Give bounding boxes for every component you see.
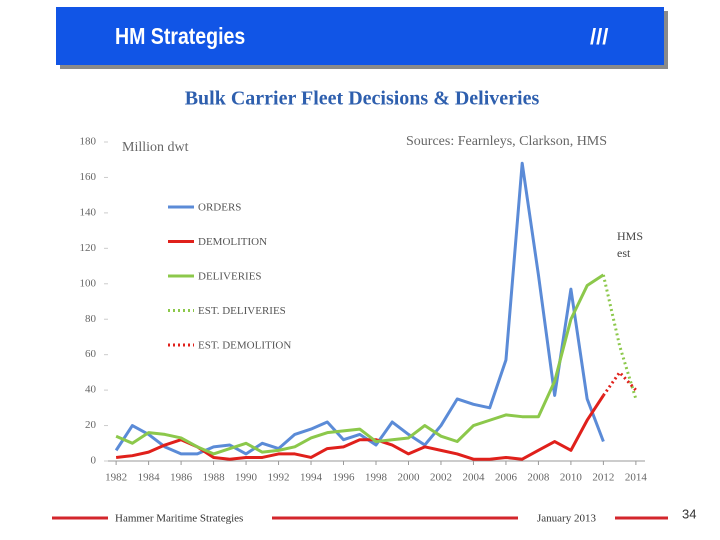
x-tick-label: 2000 bbox=[397, 472, 420, 484]
y-tick-label: 180 bbox=[80, 136, 97, 148]
x-tick-label: 2006 bbox=[495, 472, 518, 484]
x-tick-label: 1994 bbox=[300, 472, 323, 484]
annotation: est bbox=[617, 246, 631, 260]
legend-label: DEMOLITION bbox=[198, 236, 267, 248]
x-tick-label: 1992 bbox=[268, 472, 290, 484]
legend-label: EST. DEMOLITION bbox=[198, 340, 291, 352]
y-tick-label: 20 bbox=[85, 419, 97, 431]
x-tick-label: 2010 bbox=[560, 472, 583, 484]
header-title: HM Strategies bbox=[115, 24, 245, 50]
series-line bbox=[115, 394, 605, 461]
y-tick-label: 40 bbox=[85, 384, 97, 396]
y-axis-label: Million dwt bbox=[122, 140, 189, 155]
y-tick-label: 60 bbox=[85, 348, 97, 360]
header-mark: /// bbox=[590, 24, 608, 49]
y-tick-label: 0 bbox=[91, 455, 97, 467]
y-tick-label: 100 bbox=[80, 277, 97, 289]
x-tick-label: 1982 bbox=[105, 472, 127, 484]
header-bar bbox=[56, 7, 664, 65]
legend-label: EST. DELIVERIES bbox=[198, 305, 286, 317]
legend-label: ORDERS bbox=[198, 202, 241, 214]
y-tick-label: 160 bbox=[80, 171, 97, 183]
source: Sources: Fearnleys, Clarkson, HMS bbox=[406, 134, 607, 149]
chart-title: Bulk Carrier Fleet Decisions & Deliverie… bbox=[185, 88, 540, 110]
x-tick-label: 2012 bbox=[592, 472, 614, 484]
series-line bbox=[602, 370, 637, 397]
x-tick-label: 2002 bbox=[430, 472, 452, 484]
x-tick-label: 2004 bbox=[462, 472, 485, 484]
y-tick-label: 140 bbox=[80, 206, 97, 218]
series-line bbox=[601, 274, 638, 400]
x-tick-label: 1986 bbox=[170, 472, 193, 484]
x-tick-label: 1988 bbox=[203, 472, 226, 484]
legend-label: DELIVERIES bbox=[198, 271, 262, 283]
x-tick-label: 2008 bbox=[527, 472, 550, 484]
y-tick-label: 120 bbox=[80, 242, 97, 254]
series-line bbox=[115, 273, 605, 456]
footer-company: Hammer Maritime Strategies bbox=[115, 513, 243, 525]
annotation: HMS bbox=[617, 229, 643, 243]
series-line bbox=[114, 161, 605, 456]
x-tick-label: 1996 bbox=[333, 472, 356, 484]
x-tick-label: 1990 bbox=[235, 472, 258, 484]
x-tick-label: 1984 bbox=[138, 472, 161, 484]
footer-date: January 2013 bbox=[537, 513, 596, 525]
x-tick-label: 2014 bbox=[625, 472, 648, 484]
y-tick-label: 80 bbox=[85, 313, 97, 325]
x-tick-label: 1998 bbox=[365, 472, 388, 484]
page-number: 34 bbox=[682, 506, 696, 521]
